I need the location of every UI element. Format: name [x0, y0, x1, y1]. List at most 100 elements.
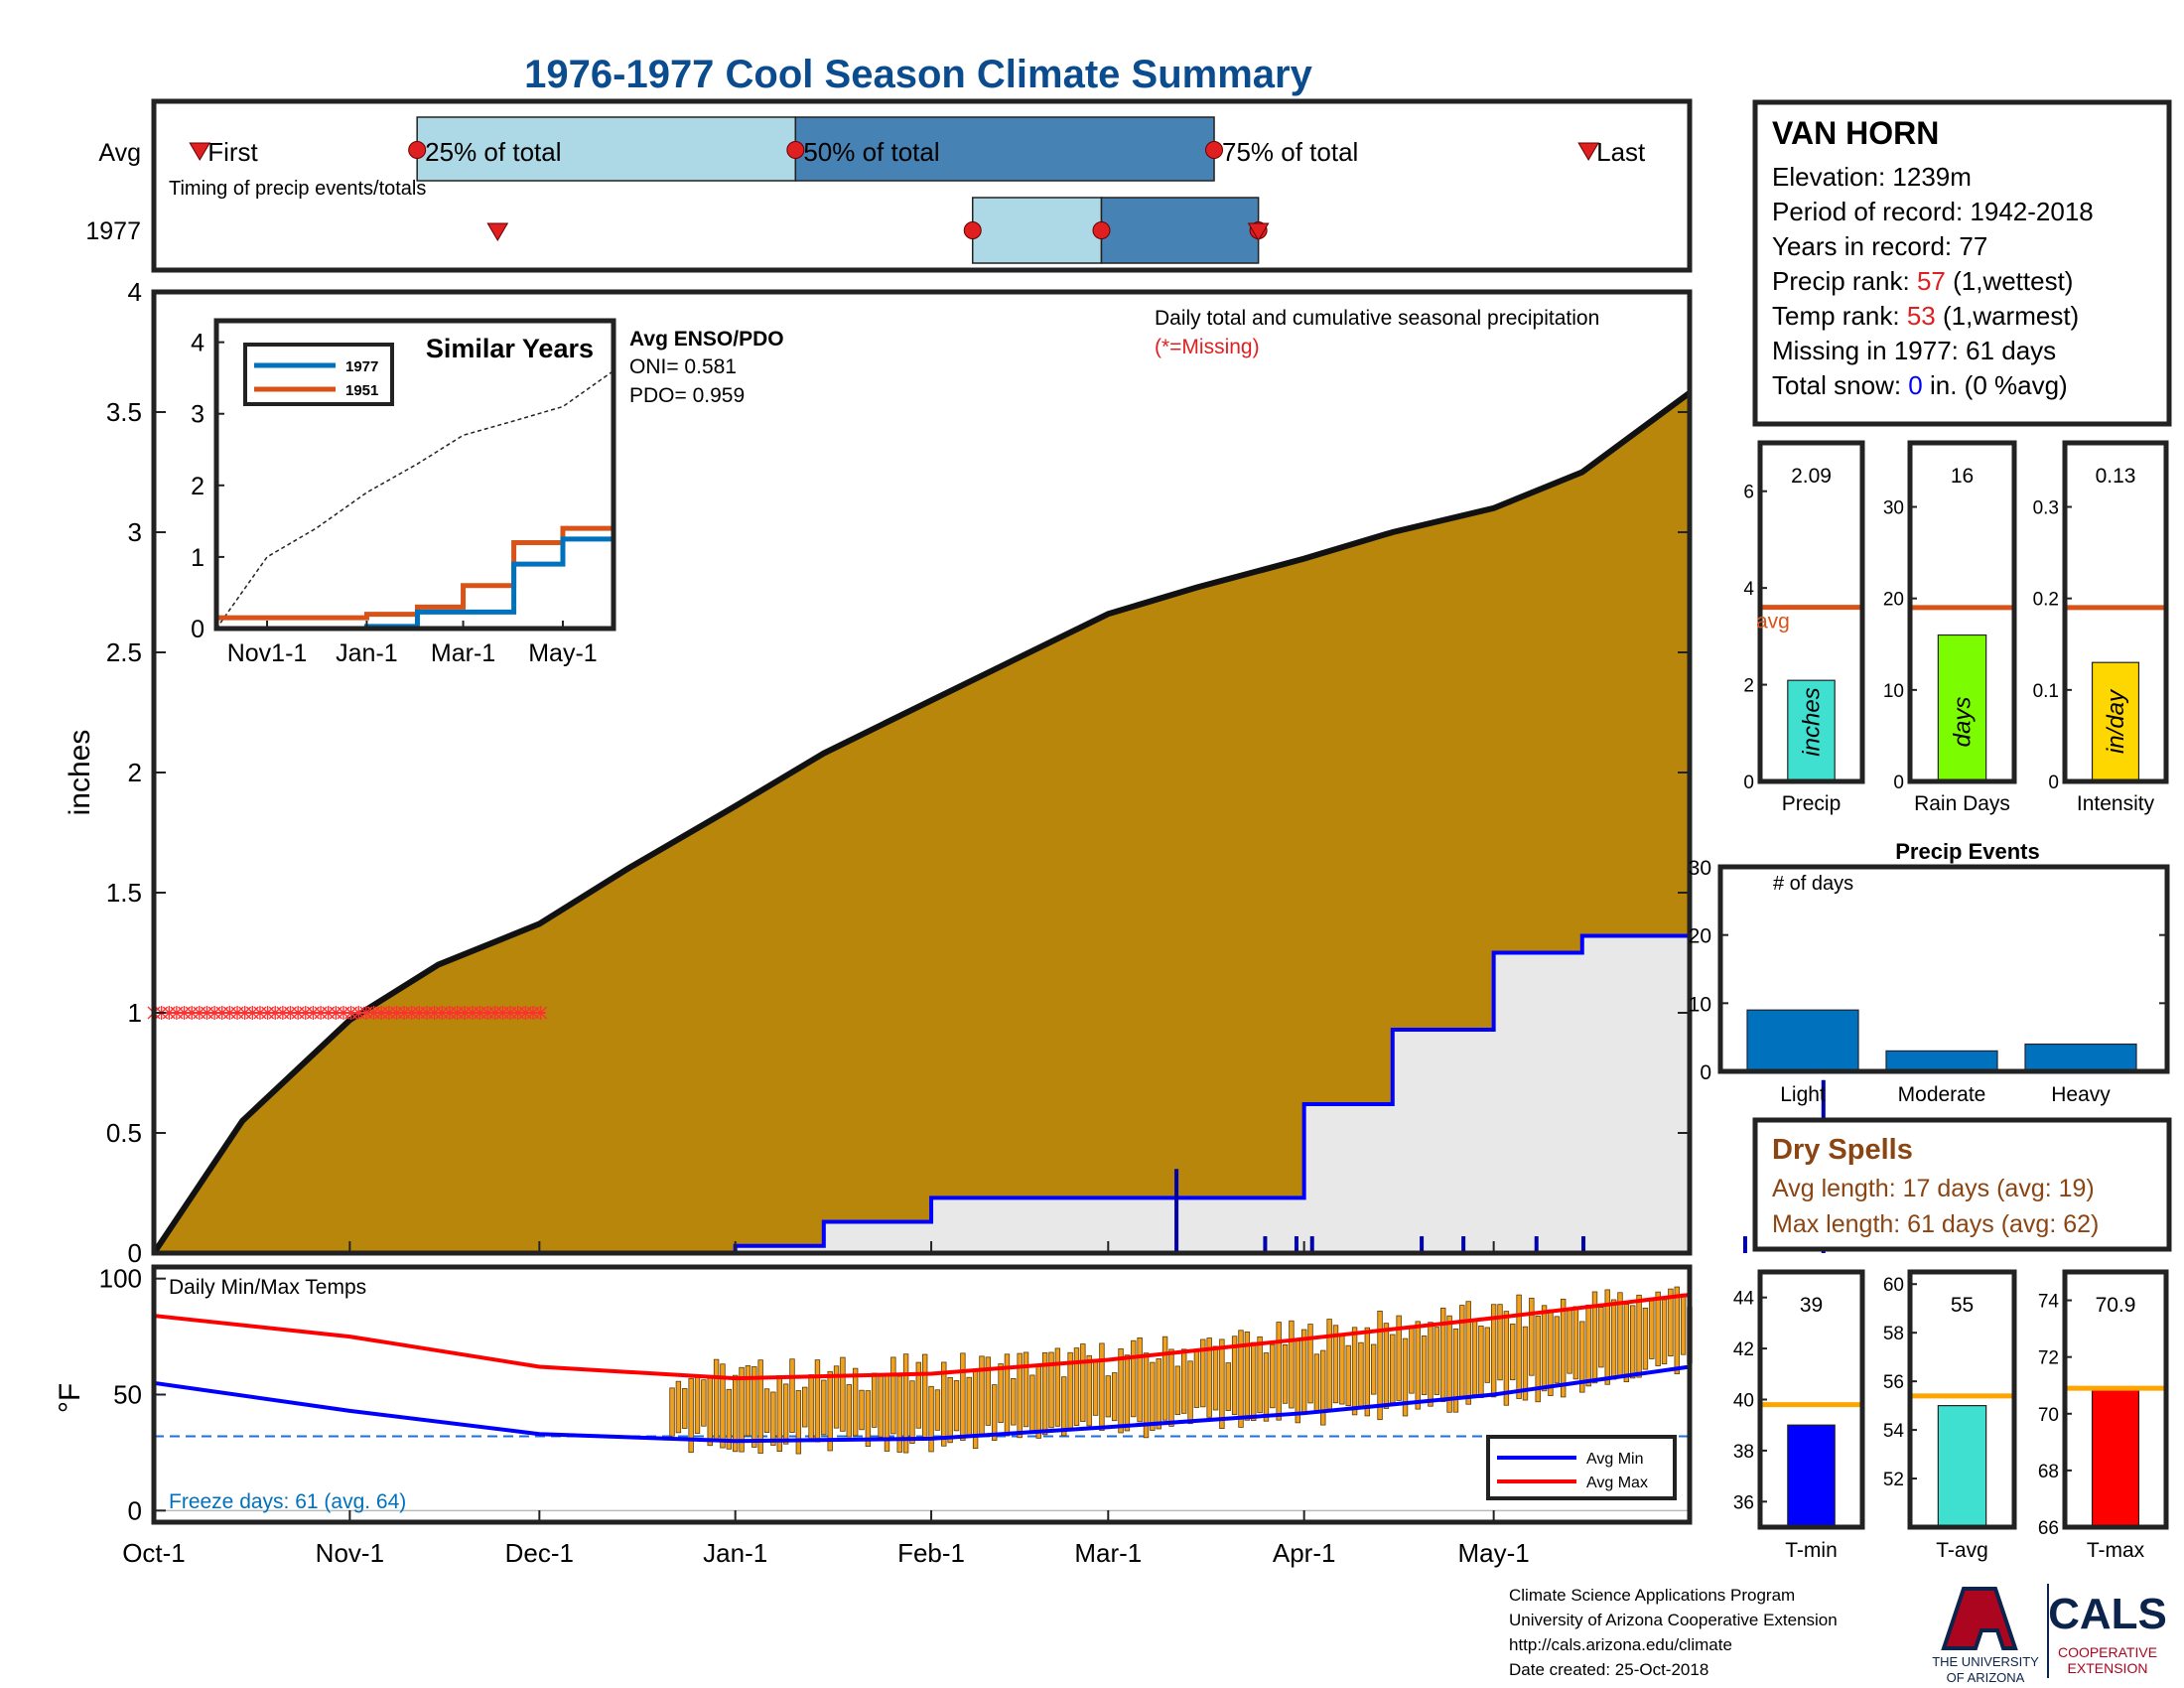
- summary-y-tick-label: 30: [1883, 498, 1904, 519]
- summary-value: 55: [1951, 1294, 1974, 1317]
- missing-day-marker: [534, 1006, 548, 1020]
- daily-temp-bar: [833, 1365, 840, 1429]
- daily-temp-bar: [1636, 1294, 1642, 1378]
- daily-temp-bar: [1471, 1321, 1478, 1395]
- daily-temp-bar: [1029, 1374, 1035, 1435]
- event-y-tick-label: 0: [1700, 1061, 1711, 1084]
- daily-temp-bar: [707, 1376, 713, 1447]
- daily-temp-bar: [1156, 1358, 1161, 1430]
- daily-temp-bar: [1452, 1328, 1459, 1413]
- inset-legend: [243, 343, 394, 406]
- event-y-tick-label: 20: [1689, 925, 1711, 948]
- daily-temp-bar: [1680, 1293, 1687, 1355]
- avg-max-line: [153, 1293, 1691, 1381]
- 1977-q50-marker: [1092, 221, 1111, 239]
- daily-temp-bar: [1320, 1349, 1326, 1426]
- precip-note: Daily total and cumulative seasonal prec…: [1155, 307, 1599, 330]
- temperature-panel: 0 50 100 Daily Min/Max Temps °F Freeze day…: [54, 1264, 1693, 1525]
- summary-value: 0.13: [2096, 465, 2136, 488]
- daily-temp-bar: [1358, 1341, 1364, 1408]
- daily-temp-bar: [1023, 1351, 1029, 1428]
- date-tick-label: Jan-1: [703, 1538, 767, 1568]
- dry-spells-box: Dry Spells Avg length: 17 days (avg: 19)…: [1752, 1117, 2172, 1252]
- summary-bar-precip: [1787, 679, 1836, 782]
- summary-bar-t-min: [1787, 1424, 1836, 1528]
- summary-y-tick-label: 68: [2038, 1462, 2059, 1482]
- daily-temp-bar: [1598, 1307, 1604, 1368]
- daily-temp-bar: [1061, 1376, 1067, 1437]
- daily-temp-bar: [1649, 1300, 1655, 1359]
- inset-y-tick-label: 4: [191, 330, 205, 357]
- 1977-first-marker: [486, 222, 509, 241]
- avg-q50-marker: [786, 141, 805, 159]
- bars_top-frame: [2062, 440, 2169, 784]
- daily-temp-bar: [1415, 1321, 1421, 1410]
- dry-spells-max: Max length: 61 days (avg: 62): [1772, 1210, 2099, 1238]
- dry-spells-frame: [1752, 1117, 2172, 1252]
- footer: Climate Science Applications Program Uni…: [1509, 1584, 2167, 1685]
- summary-label: T-avg: [1936, 1539, 1988, 1562]
- event-category-label: Light: [1780, 1083, 1826, 1106]
- summary-y-tick-label: 42: [1733, 1339, 1754, 1360]
- daily-temp-bar: [1282, 1344, 1289, 1404]
- summary-y-tick-label: 0.3: [2033, 498, 2059, 519]
- daily-temp-bar: [1446, 1315, 1452, 1413]
- event-y-tick-label: 10: [1689, 993, 1711, 1016]
- station-years: Years in record: 77: [1772, 231, 1987, 261]
- ua-line-2: OF ARIZONA: [1947, 1670, 2025, 1685]
- temp-plot-marks: [153, 1286, 1693, 1512]
- precip-y-tick-label: 3: [128, 517, 142, 547]
- avg-q25-q50-box: [416, 116, 797, 182]
- daily-temp-bar: [1529, 1297, 1535, 1376]
- daily-temp-bar: [1168, 1348, 1174, 1427]
- summary-bar-t-max: [2091, 1387, 2140, 1528]
- daily-temp-bar: [1459, 1305, 1465, 1398]
- daily-temp-bar: [1099, 1342, 1105, 1431]
- daily-temp-bar: [1124, 1354, 1131, 1432]
- daily-temp-bar: [1591, 1291, 1598, 1384]
- daily-temp-bar: [1295, 1338, 1300, 1424]
- inset-y-tick-label: 1: [191, 544, 205, 572]
- summary-y-tick-label: 54: [1883, 1421, 1905, 1442]
- daily-temp-bar: [1326, 1319, 1332, 1410]
- inset-x-tick-label: May-1: [528, 639, 597, 667]
- daily-temp-bar: [827, 1370, 833, 1452]
- daily-temp-bar: [1630, 1305, 1636, 1379]
- summary-y-tick-label: 58: [1883, 1324, 1904, 1344]
- precip-events-ylabel: # of days: [1773, 873, 1853, 895]
- station-frame: [1752, 99, 2172, 427]
- summary-y-tick-label: 36: [1733, 1492, 1754, 1513]
- daily-temp-bar: [1604, 1289, 1610, 1385]
- station-missing: Missing in 1977: 61 days: [1772, 336, 2056, 365]
- temp-y-tick-label: 100: [99, 1264, 142, 1294]
- summary-avg-label: avg: [1756, 611, 1790, 633]
- daily-temp-bar: [739, 1366, 745, 1453]
- date-tick-label: Nov-1: [316, 1538, 384, 1568]
- daily-temp-bar: [1289, 1320, 1295, 1409]
- daily-temp-bar: [682, 1388, 688, 1429]
- daily-temp-bar: [726, 1388, 733, 1450]
- daily-temp-bar: [872, 1372, 878, 1428]
- daily-temp-bar: [732, 1374, 739, 1453]
- daily-temp-bar: [1623, 1304, 1630, 1383]
- daily-temp-bar: [1276, 1322, 1282, 1421]
- summary-bar-t-avg: [1937, 1405, 1987, 1528]
- daily-temp-bar: [802, 1386, 808, 1428]
- daily-temp-bar: [1080, 1343, 1086, 1422]
- precip-events-panel: Precip Events Light Moderate Heavy0102030 …: [1689, 839, 2170, 1106]
- bars_bottom-frame: [1907, 1269, 2017, 1530]
- cals-logo-text: CALS: [2048, 1590, 2167, 1638]
- daily-temp-bar: [1548, 1309, 1554, 1396]
- precip-summary-bars: 2.09 Precip 0 2 4 6 inches avg 16 Rain Days 0 10 20 3…: [1743, 440, 2169, 815]
- summary-y-tick-label: 60: [1883, 1275, 1904, 1296]
- precip-y-tick-label: 2: [128, 758, 142, 787]
- inset-y-tick-label: 0: [191, 616, 205, 643]
- temp-rank-line: Temp rank: 53 (1,warmest): [1772, 301, 2079, 331]
- daily-temp-bar: [928, 1385, 934, 1453]
- daily-temp-bar: [701, 1379, 707, 1427]
- bars_top-frame: [1907, 440, 2017, 784]
- daily-temp-bar: [1011, 1377, 1017, 1426]
- daily-temp-bar: [1017, 1352, 1023, 1439]
- timing-marks: [189, 116, 1599, 264]
- daily-temp-bar: [1465, 1301, 1471, 1405]
